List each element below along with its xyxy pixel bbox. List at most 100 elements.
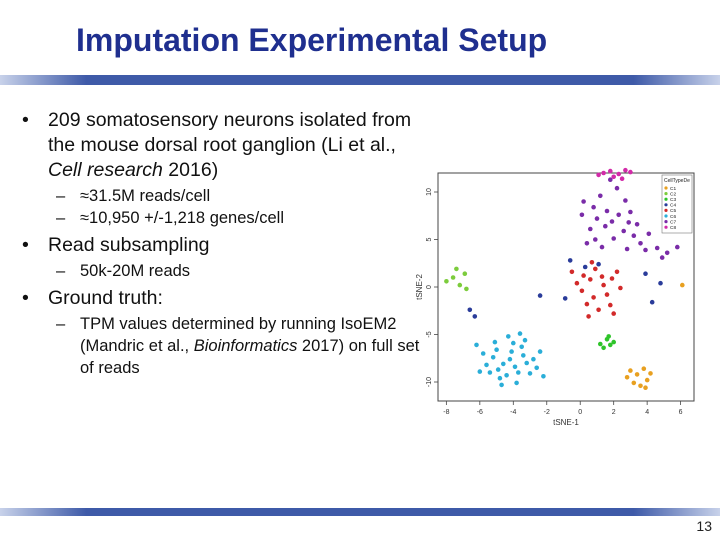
scatter-point (596, 172, 601, 178)
scatter-point (584, 241, 590, 246)
legend-box (661, 174, 693, 234)
scatter-point (623, 167, 628, 173)
scatter-point (509, 349, 514, 354)
x-tick-label: -8 (443, 409, 449, 416)
scatter-point (472, 314, 478, 319)
scatter-point (641, 366, 647, 371)
scatter-point (487, 370, 493, 375)
scatter-point (631, 380, 637, 386)
sub-bullet-text: TPM values determined by running IsoEM2 … (80, 315, 420, 377)
scatter-point (497, 375, 503, 381)
dash-icon: – (56, 209, 66, 227)
legend-swatch (664, 220, 668, 224)
scatter-point (621, 228, 626, 234)
scatter-point (599, 244, 605, 250)
scatter-point (611, 236, 616, 241)
scatter-point (601, 345, 606, 351)
scatter-point (527, 371, 533, 376)
scatter-point (519, 344, 524, 350)
scatter-point (608, 302, 613, 308)
scatter-point (462, 271, 468, 276)
scatter-point (680, 282, 685, 288)
scatter-point (628, 209, 633, 215)
scatter-point (521, 353, 526, 358)
scatter-point (582, 264, 588, 270)
scatter-point (579, 288, 585, 294)
footer-bar (0, 508, 720, 516)
scatter-point (512, 364, 518, 370)
scatter-point (581, 199, 586, 204)
scatter-point (569, 269, 575, 275)
legend-label: C3 (670, 197, 676, 203)
scatter-point (654, 245, 660, 251)
scatter-point (598, 193, 603, 199)
x-tick-label: -4 (510, 409, 516, 416)
y-axis-label: tSNE-2 (415, 274, 424, 300)
legend-swatch (664, 208, 668, 212)
bullet-item-ground-truth: • Ground truth: (22, 286, 422, 311)
legend-label: C5 (670, 208, 676, 214)
scatter-point (631, 233, 637, 238)
scatter-point (567, 258, 573, 263)
bullet-item-dataset: • 209 somatosensory neurons isolated fro… (22, 108, 422, 183)
scatter-point (638, 383, 643, 389)
y-tick-label: -5 (426, 331, 433, 337)
legend-swatch (664, 186, 668, 190)
tsne-scatter-chart: -8 -6 -4 -2 0 2 4 6 10 5 0 -5 -10 tSNE-1 tSNE-2 Cell… (412, 167, 712, 427)
sub-bullet-read-range: – 50k-20M reads (22, 260, 422, 282)
scatter-point (450, 275, 456, 280)
scatter-point (516, 370, 521, 375)
scatter-point (444, 279, 449, 284)
legend-label: C7 (670, 219, 676, 225)
plot-frame (437, 172, 695, 402)
bullet-text: Read subsampling (48, 234, 210, 256)
legend-swatch (664, 192, 668, 196)
scatter-point (537, 293, 543, 298)
scatter-point (495, 367, 501, 372)
bullet-list: • 209 somatosensory neurons isolated fro… (22, 108, 422, 379)
scatter-point (588, 277, 593, 282)
scatter-point (634, 222, 640, 227)
scatter-point (604, 208, 610, 214)
scatter-point (596, 307, 601, 313)
scatter-point (588, 226, 593, 232)
bullet-dot-icon: • (22, 234, 29, 256)
scatter-point (616, 212, 621, 218)
bullet-dot-icon: • (22, 287, 29, 309)
scatter-point (658, 280, 663, 286)
scatter-point (608, 177, 613, 182)
legend-swatch (664, 203, 668, 207)
scatter-point (609, 219, 615, 224)
y-tick-label: -10 (426, 377, 433, 387)
x-tick-label: 6 (679, 409, 683, 416)
scatter-point (477, 369, 483, 374)
title-divider-bar (0, 75, 720, 85)
scatter-point (511, 340, 516, 346)
scatter-point (624, 246, 630, 252)
scatter-point (581, 273, 586, 278)
scatter-point (606, 334, 611, 339)
scatter-point (628, 169, 633, 175)
scatter-point (638, 241, 643, 246)
sub-bullet-text: ≈10,950 +/-1,218 genes/cell (80, 209, 284, 227)
y-tick-label: 5 (426, 237, 433, 241)
sub-bullet-tpm: – TPM values determined by running IsoEM… (22, 313, 422, 379)
y-tick-label: 10 (426, 188, 433, 196)
scatter-point (501, 361, 506, 367)
sub-bullet-reads: – ≈31.5M reads/cell (22, 185, 422, 207)
scatter-point (648, 371, 653, 376)
scatter-point (598, 341, 603, 347)
bullet-text: Ground truth: (48, 287, 163, 309)
scatter-point (591, 295, 596, 300)
x-axis-label: tSNE-1 (553, 418, 579, 427)
scatter-point (643, 247, 648, 253)
slide-title: Imputation Experimental Setup (76, 22, 548, 58)
scatter-point (522, 337, 528, 343)
scatter-point (611, 339, 616, 345)
bullet-item-subsampling: • Read subsampling (22, 233, 422, 258)
scatter-point (492, 339, 498, 345)
scatter-point (675, 244, 680, 250)
scatter-point (507, 356, 513, 362)
scatter-point (609, 276, 615, 281)
